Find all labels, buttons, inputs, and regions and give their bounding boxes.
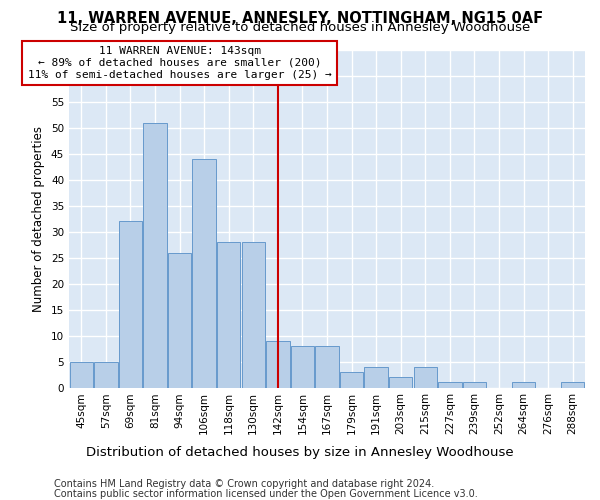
- Bar: [389, 377, 412, 388]
- Text: 11 WARREN AVENUE: 143sqm
← 89% of detached houses are smaller (200)
11% of semi-: 11 WARREN AVENUE: 143sqm ← 89% of detach…: [28, 46, 331, 80]
- Bar: [291, 346, 314, 388]
- Bar: [413, 366, 437, 388]
- Bar: [168, 252, 191, 388]
- Bar: [438, 382, 461, 388]
- Bar: [242, 242, 265, 388]
- Bar: [143, 122, 167, 388]
- Bar: [364, 366, 388, 388]
- Text: Size of property relative to detached houses in Annesley Woodhouse: Size of property relative to detached ho…: [70, 22, 530, 35]
- Bar: [512, 382, 535, 388]
- Bar: [561, 382, 584, 388]
- Bar: [266, 341, 290, 388]
- Bar: [463, 382, 486, 388]
- Bar: [340, 372, 363, 388]
- Y-axis label: Number of detached properties: Number of detached properties: [32, 126, 46, 312]
- Bar: [70, 362, 93, 388]
- Text: 11, WARREN AVENUE, ANNESLEY, NOTTINGHAM, NG15 0AF: 11, WARREN AVENUE, ANNESLEY, NOTTINGHAM,…: [57, 11, 543, 26]
- Text: Contains public sector information licensed under the Open Government Licence v3: Contains public sector information licen…: [54, 489, 478, 499]
- Bar: [119, 222, 142, 388]
- Bar: [316, 346, 338, 388]
- Text: Distribution of detached houses by size in Annesley Woodhouse: Distribution of detached houses by size …: [86, 446, 514, 459]
- Text: Contains HM Land Registry data © Crown copyright and database right 2024.: Contains HM Land Registry data © Crown c…: [54, 479, 434, 489]
- Bar: [94, 362, 118, 388]
- Bar: [217, 242, 241, 388]
- Bar: [193, 159, 216, 388]
